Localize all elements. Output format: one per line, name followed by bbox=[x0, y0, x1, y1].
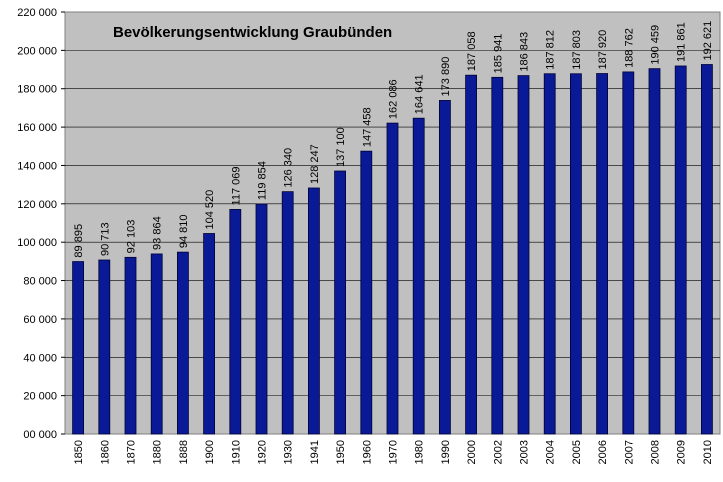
data-label-2009: 191 861 bbox=[676, 22, 688, 62]
data-label-1880: 93 864 bbox=[152, 216, 164, 250]
y-tick-label: 160 000 bbox=[17, 122, 57, 134]
bar-1870 bbox=[124, 256, 137, 435]
data-label-1970: 162 086 bbox=[388, 79, 400, 119]
bar-2006 bbox=[596, 73, 609, 435]
bar-1860 bbox=[98, 259, 111, 435]
bar-1941 bbox=[307, 187, 320, 435]
bar-2009 bbox=[674, 65, 687, 435]
data-label-2006: 187 920 bbox=[597, 30, 609, 70]
y-tick-label: 100 000 bbox=[17, 237, 57, 249]
x-tick-label-1960: 1960 bbox=[361, 440, 373, 464]
x-tick-label-1980: 1980 bbox=[414, 440, 426, 464]
data-label-1860: 90 713 bbox=[99, 222, 111, 256]
y-tick-label: 60 000 bbox=[23, 314, 57, 326]
x-tick-label-1860: 1860 bbox=[99, 440, 111, 464]
x-tick-label-1870: 1870 bbox=[126, 440, 138, 464]
x-tick-label-1970: 1970 bbox=[388, 440, 400, 464]
data-label-1980: 164 641 bbox=[414, 74, 426, 114]
data-label-2003: 186 843 bbox=[519, 32, 531, 72]
x-tick-label-2005: 2005 bbox=[571, 440, 583, 464]
data-label-1910: 117 069 bbox=[230, 166, 242, 205]
bar-2007 bbox=[622, 71, 635, 435]
data-label-1941: 128 247 bbox=[309, 144, 321, 184]
x-tick-label-2002: 2002 bbox=[492, 440, 504, 464]
x-tick-label-1990: 1990 bbox=[440, 440, 452, 464]
gridlines bbox=[65, 50, 720, 396]
y-axis: 00 000 20 000 40 000 60 000 80 000 100 000 120… bbox=[17, 7, 65, 441]
bar-1990 bbox=[438, 100, 451, 435]
x-tick-label-1880: 1880 bbox=[152, 440, 164, 464]
x-tick-label-1910: 1910 bbox=[230, 440, 242, 464]
data-label-2002: 185 941 bbox=[492, 34, 504, 74]
x-tick-label-2010: 2010 bbox=[702, 440, 714, 464]
x-tick-label-1941: 1941 bbox=[309, 440, 321, 464]
bar-1900 bbox=[203, 233, 216, 435]
x-tick-label-1950: 1950 bbox=[335, 440, 347, 464]
x-tick-label-1920: 1920 bbox=[257, 440, 269, 464]
data-label-1900: 104 520 bbox=[204, 190, 216, 230]
bar-2004 bbox=[543, 73, 556, 435]
bar-1920 bbox=[255, 203, 268, 435]
y-tick-label: 140 000 bbox=[17, 160, 57, 172]
bar-2005 bbox=[569, 73, 582, 435]
chart-title: Bevölkerungsentwicklung Graubünden bbox=[113, 24, 392, 41]
data-label-1850: 89 895 bbox=[73, 224, 85, 258]
x-tick-label-2008: 2008 bbox=[650, 440, 662, 464]
data-label-2007: 188 762 bbox=[623, 28, 635, 68]
x-tick-label-1930: 1930 bbox=[283, 440, 295, 464]
x-tick-label-2000: 2000 bbox=[466, 440, 478, 464]
bar-1980 bbox=[412, 117, 425, 435]
data-label-1870: 92 103 bbox=[126, 220, 138, 254]
y-tick-label: 80 000 bbox=[23, 276, 57, 288]
data-label-1888: 94 810 bbox=[178, 214, 190, 248]
data-label-1990: 173 890 bbox=[440, 57, 452, 97]
data-label-2004: 187 812 bbox=[545, 30, 557, 70]
bar-1888 bbox=[176, 251, 189, 435]
data-label-2008: 190 459 bbox=[650, 25, 662, 65]
y-tick-label: 40 000 bbox=[23, 352, 57, 364]
x-tick-label-2007: 2007 bbox=[623, 440, 635, 464]
bar-2008 bbox=[648, 68, 661, 435]
data-label-2010: 192 621 bbox=[702, 21, 714, 61]
data-labels: 89 895 90 713 92 103 93 864 94 810 104 520 117… bbox=[73, 21, 714, 258]
bars bbox=[72, 64, 713, 435]
y-tick-label: 180 000 bbox=[17, 84, 57, 96]
x-tick-label-1888: 1888 bbox=[178, 440, 190, 464]
bar-1970 bbox=[386, 122, 399, 435]
bar-1960 bbox=[360, 150, 373, 435]
bar-2000 bbox=[465, 74, 478, 435]
y-tick-label: 20 000 bbox=[23, 391, 57, 403]
y-tick-label: 200 000 bbox=[17, 45, 57, 57]
x-tick-label-2003: 2003 bbox=[519, 440, 531, 464]
bar-1910 bbox=[229, 209, 242, 435]
x-axis: 1850 1860 1870 1880 1888 1900 1910 1920 1930 1941… bbox=[73, 440, 714, 464]
y-tick-label: 220 000 bbox=[17, 7, 57, 19]
data-label-1930: 126 340 bbox=[283, 148, 295, 188]
data-label-2000: 187 058 bbox=[466, 31, 478, 71]
y-tick-label: 120 000 bbox=[17, 199, 57, 211]
bar-2002 bbox=[491, 76, 504, 435]
x-tick-label-2004: 2004 bbox=[545, 440, 557, 464]
bar-1880 bbox=[150, 253, 163, 435]
data-label-1960: 147 458 bbox=[361, 107, 373, 147]
bar-2010 bbox=[700, 64, 713, 435]
bar-1850 bbox=[72, 261, 85, 435]
data-label-1950: 137 100 bbox=[335, 127, 347, 167]
bar-1950 bbox=[334, 170, 347, 435]
data-label-1920: 119 854 bbox=[257, 161, 269, 200]
bar-2003 bbox=[517, 75, 530, 435]
data-label-2005: 187 803 bbox=[571, 30, 583, 70]
bar-1930 bbox=[281, 191, 294, 435]
x-tick-label-2006: 2006 bbox=[597, 440, 609, 464]
x-tick-label-2009: 2009 bbox=[676, 440, 688, 464]
y-tick-label: 00 000 bbox=[23, 429, 57, 441]
x-tick-label-1900: 1900 bbox=[204, 440, 216, 464]
x-tick-label-1850: 1850 bbox=[73, 440, 85, 464]
